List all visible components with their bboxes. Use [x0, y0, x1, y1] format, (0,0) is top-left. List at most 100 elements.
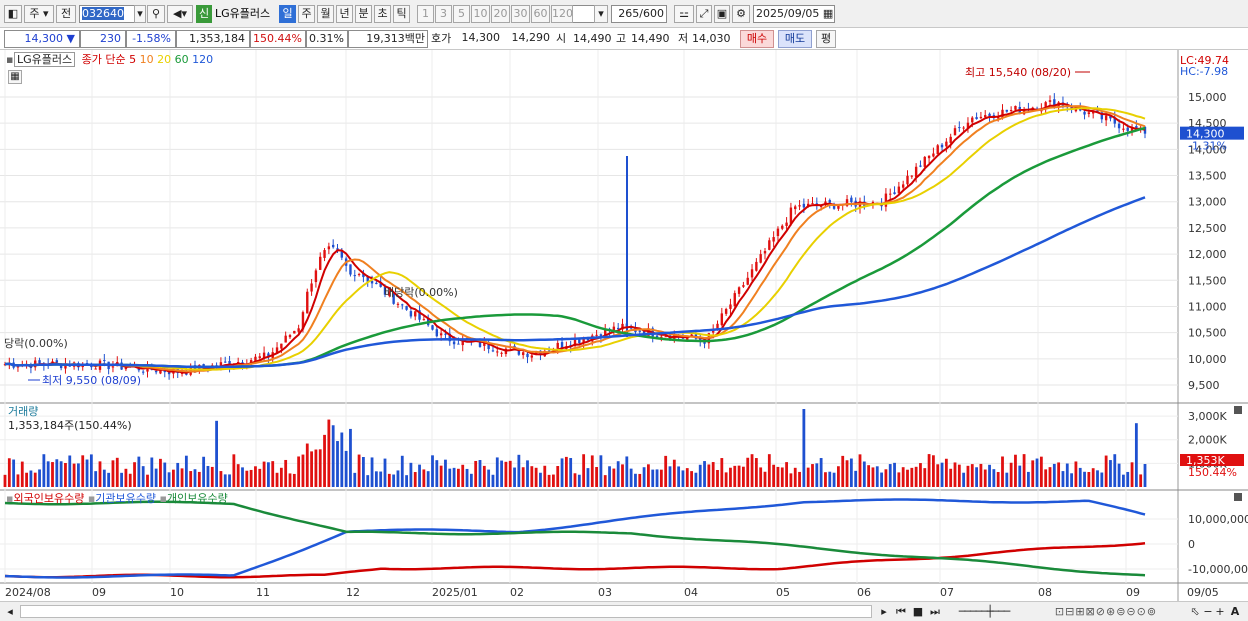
- stock-code-text: 032640: [82, 7, 124, 20]
- code-dropdown-icon[interactable]: ▾: [134, 5, 146, 23]
- volume-bar: [64, 463, 67, 487]
- x-tick-label: 06: [857, 586, 871, 599]
- volume-bar: [1052, 463, 1056, 487]
- stock-chart[interactable]: 15,00014,50014,00013,50013,00012,50012,0…: [0, 50, 1248, 621]
- volume-bar: [824, 472, 827, 487]
- volume-bar: [1122, 474, 1125, 487]
- volume-bar: [854, 470, 858, 487]
- period-tab-1[interactable]: 주: [298, 5, 315, 23]
- volume-bar: [655, 469, 659, 487]
- volume-bar: [457, 468, 460, 487]
- volume-bar: [552, 474, 555, 487]
- candle-body: [975, 117, 978, 120]
- interval-20[interactable]: 20: [491, 5, 510, 23]
- turnover-field: 0.31%: [306, 30, 348, 48]
- count-field[interactable]: 265/600: [611, 5, 667, 23]
- candle-body: [517, 348, 521, 355]
- save-icon[interactable]: ▣: [714, 5, 730, 23]
- volume-bar: [1009, 462, 1013, 487]
- forward-icon[interactable]: ⏭: [930, 605, 940, 618]
- period-tab-0[interactable]: 일: [279, 5, 296, 23]
- date-field[interactable]: 2025/09/05 ▦: [753, 5, 835, 23]
- buy-button[interactable]: 매수: [740, 30, 774, 48]
- candle-type-icon[interactable]: ⚍: [674, 5, 694, 23]
- stock-code-input[interactable]: 032640: [79, 5, 135, 23]
- volume-bar: [703, 461, 706, 487]
- scroll-track[interactable]: [20, 605, 872, 618]
- candle-body: [655, 335, 659, 338]
- volume-bar: [849, 458, 853, 487]
- period-tab-6[interactable]: 틱: [393, 5, 410, 23]
- volume-value: 1,353,184주(150.44%): [8, 419, 132, 432]
- sell-button[interactable]: 매도: [778, 30, 812, 48]
- grid-toggle-icon[interactable]: ▦: [8, 70, 22, 84]
- volume-bar: [1078, 467, 1082, 487]
- volume-bar: [772, 464, 776, 487]
- volume-bar: [1022, 454, 1026, 487]
- volume-bar: [344, 450, 348, 487]
- interval-5[interactable]: 5: [453, 5, 470, 23]
- volume-bar: [228, 474, 231, 487]
- scroll-right-icon[interactable]: ▸: [881, 605, 887, 618]
- candle-body: [1053, 99, 1056, 108]
- legend-stock[interactable]: LG유플러스: [14, 52, 76, 67]
- zoom-in-icon[interactable]: +: [1215, 605, 1225, 618]
- period-tab-5[interactable]: 초: [374, 5, 391, 23]
- period-tab-2[interactable]: 월: [317, 5, 334, 23]
- rewind-icon[interactable]: ⏮: [896, 605, 906, 618]
- volume-bar: [880, 472, 883, 487]
- candle-body: [690, 334, 693, 336]
- volume-bar: [927, 454, 931, 487]
- drawing-tools-icon[interactable]: ⊡⊟⊞⊠⊘⊛⊜⊝⊙⊚: [1054, 605, 1158, 618]
- legend-ma10: 10: [139, 53, 154, 66]
- volume-bar: [1035, 458, 1039, 487]
- market-select[interactable]: 주 ▾: [24, 5, 54, 23]
- draw-tool-icon[interactable]: ⤢: [696, 5, 712, 23]
- interval-120[interactable]: 120: [551, 5, 573, 23]
- volume-bar: [314, 449, 318, 487]
- scroll-left-icon[interactable]: ◂: [7, 605, 13, 618]
- candle-body: [629, 327, 633, 329]
- ask-value: 14,300: [461, 31, 501, 44]
- candle-body: [638, 330, 641, 332]
- scroll-bar[interactable]: ◂ ▸ ⏮ ■ ⏭ ─────┼─── ⊡⊟⊞⊠⊘⊛⊜⊝⊙⊚ ⬁ − + A: [0, 601, 1248, 621]
- volume-bar: [495, 457, 499, 487]
- prev-button[interactable]: 전: [56, 5, 76, 23]
- stop-icon[interactable]: ■: [912, 605, 924, 618]
- period-tab-4[interactable]: 분: [355, 5, 372, 23]
- candle-body: [38, 360, 41, 364]
- interval-dropdown-icon[interactable]: ▾: [594, 5, 608, 23]
- eval-button[interactable]: 평: [816, 30, 836, 48]
- volume-bar: [16, 474, 20, 487]
- candle-body: [444, 333, 447, 335]
- speaker-icon[interactable]: ◀▾: [167, 5, 193, 23]
- candle-body: [478, 339, 482, 347]
- calendar-icon[interactable]: ▦: [822, 7, 834, 20]
- zoom-out-icon[interactable]: −: [1203, 605, 1213, 618]
- period-tab-3[interactable]: 년: [336, 5, 353, 23]
- volume-bar: [413, 472, 417, 487]
- interval-10[interactable]: 10: [471, 5, 490, 23]
- interval-60[interactable]: 60: [531, 5, 550, 23]
- interval-30[interactable]: 30: [511, 5, 530, 23]
- volume-bar: [962, 472, 966, 487]
- candle-body: [914, 166, 918, 178]
- window-menu-icon[interactable]: ◧: [4, 5, 22, 23]
- pointer-icon[interactable]: ⬁: [1190, 605, 1200, 618]
- volume-bar: [444, 459, 447, 487]
- candle-body: [284, 335, 287, 343]
- volume-bar: [720, 458, 724, 487]
- candle-body: [1117, 123, 1121, 129]
- volume-bar: [431, 455, 434, 487]
- interval-3[interactable]: 3: [435, 5, 452, 23]
- candle-body: [340, 250, 344, 258]
- zoom-slider[interactable]: ─────┼───: [958, 605, 1011, 618]
- interval-1[interactable]: 1: [417, 5, 434, 23]
- candle-body: [958, 127, 961, 129]
- text-size-icon[interactable]: A: [1230, 605, 1240, 618]
- search-icon[interactable]: ⚲: [147, 5, 165, 23]
- candle-body: [262, 352, 266, 358]
- legend-individual: 개인보유수량: [166, 492, 228, 505]
- candle-body: [906, 175, 909, 185]
- settings-gear-icon[interactable]: ⚙: [732, 5, 750, 23]
